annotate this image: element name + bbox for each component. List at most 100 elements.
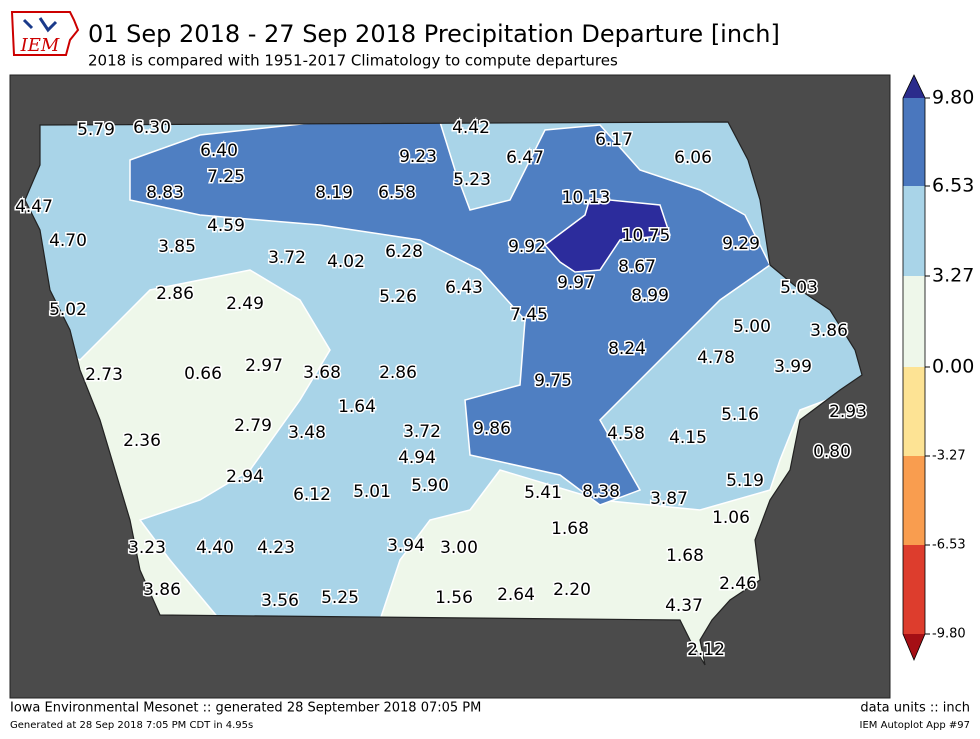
station-value: 8.83 — [146, 183, 184, 203]
station-value: 1.64 — [338, 397, 376, 417]
station-value: 2.46 — [719, 574, 757, 594]
station-value: 8.99 — [631, 286, 669, 306]
logo-text: IEM — [20, 35, 60, 56]
station-value: 5.25 — [321, 588, 359, 608]
station-value: 8.24 — [608, 339, 646, 359]
station-value: 9.29 — [722, 234, 760, 254]
station-value: 8.67 — [618, 257, 656, 277]
station-value: 8.38 — [582, 482, 620, 502]
station-value: 3.72 — [403, 422, 441, 442]
station-value: 8.19 — [315, 183, 353, 203]
station-value: 2.36 — [123, 431, 161, 451]
station-value: 2.86 — [156, 284, 194, 304]
station-value: 3.85 — [158, 237, 196, 257]
station-value: 2.79 — [234, 416, 272, 436]
station-value: 6.30 — [133, 118, 171, 138]
station-value: 9.86 — [473, 419, 511, 439]
station-value: 2.73 — [85, 365, 123, 385]
station-value: 6.17 — [595, 130, 633, 150]
station-value: 5.23 — [453, 170, 491, 190]
station-value: 3.99 — [774, 357, 812, 377]
station-value: 5.02 — [49, 300, 87, 320]
footer-right-small: IEM Autoplot App #97 — [860, 720, 970, 731]
station-value: 10.75 — [622, 226, 671, 246]
station-value: 5.01 — [353, 482, 391, 502]
station-value: 9.92 — [508, 237, 546, 257]
zone-dark — [543, 197, 672, 273]
station-value: 3.23 — [128, 538, 166, 558]
station-value: 6.40 — [200, 141, 238, 161]
colorbar-label: 3.27 — [932, 265, 974, 287]
station-value: 7.25 — [207, 167, 245, 187]
colorbar: 9.80 6.53 3.27 0.00 -3.27 -6.53 -9.80 — [902, 74, 974, 662]
station-value: 3.68 — [303, 363, 341, 383]
station-value: 2.64 — [497, 585, 535, 605]
footer-left-small: Generated at 28 Sep 2018 7:05 PM CDT in … — [10, 720, 253, 731]
station-value: 4.47 — [15, 197, 53, 217]
station-value: 6.43 — [445, 278, 483, 298]
station-value: 4.23 — [257, 538, 295, 558]
station-value: 3.56 — [261, 591, 299, 611]
station-value: 3.86 — [810, 321, 848, 341]
station-value: 10.13 — [562, 188, 611, 208]
station-value: 4.94 — [398, 448, 436, 468]
station-value: 3.48 — [288, 423, 326, 443]
station-value: 3.86 — [143, 580, 181, 600]
station-labels: 5.79 6.30 4.42 6.17 6.40 9.23 6.47 6.06 7.25 5.23… — [14, 117, 869, 662]
station-value: 5.19 — [726, 471, 764, 491]
subtitle: 2018 is compared with 1951-2017 Climatol… — [88, 52, 618, 70]
station-value: 2.93 — [829, 402, 867, 422]
station-value: 5.26 — [379, 287, 417, 307]
station-value: 5.41 — [524, 483, 562, 503]
station-value: 5.00 — [733, 317, 771, 337]
station-value: 2.49 — [226, 294, 264, 314]
station-value: 4.59 — [207, 216, 245, 236]
station-value: 4.42 — [452, 118, 490, 138]
station-value: 7.45 — [510, 305, 548, 325]
station-value: 6.06 — [674, 148, 712, 168]
station-value: 9.97 — [557, 273, 595, 293]
station-value: 0.80 — [813, 442, 851, 462]
station-value: 3.72 — [268, 248, 306, 268]
station-value: 3.00 — [440, 538, 478, 558]
station-value: 9.75 — [534, 371, 572, 391]
station-value: 2.86 — [379, 363, 417, 383]
station-value: 5.16 — [721, 405, 759, 425]
station-value: 6.58 — [378, 183, 416, 203]
colorbar-label: 0.00 — [932, 356, 974, 378]
station-value: 1.06 — [712, 508, 750, 528]
station-value: 3.94 — [387, 536, 425, 556]
station-value: 5.79 — [77, 120, 115, 140]
station-value: 1.68 — [666, 546, 704, 566]
title: 01 Sep 2018 - 27 Sep 2018 Precipitation … — [88, 20, 780, 48]
station-value: 2.12 — [687, 640, 725, 660]
map: 5.79 6.30 4.42 6.17 6.40 9.23 6.47 6.06 7.25 5.23… — [9, 74, 891, 699]
station-value: 5.03 — [780, 278, 818, 298]
station-value: 4.15 — [669, 428, 707, 448]
station-value: 2.94 — [226, 467, 264, 487]
logo: IEM — [10, 11, 80, 56]
station-value: 6.12 — [293, 485, 331, 505]
station-value: 4.40 — [196, 538, 234, 558]
station-value: 2.97 — [245, 356, 283, 376]
station-value: 4.58 — [607, 424, 645, 444]
station-value: 0.66 — [184, 364, 222, 384]
colorbar-label: -6.53 — [932, 538, 966, 553]
station-value: 9.23 — [399, 147, 437, 167]
footer-left: Iowa Environmental Mesonet :: generated … — [10, 701, 481, 716]
station-value: 4.78 — [697, 348, 735, 368]
station-value: 5.90 — [411, 476, 449, 496]
colorbar-label: -9.80 — [932, 627, 966, 642]
station-value: 1.56 — [435, 588, 473, 608]
colorbar-label: 6.53 — [932, 175, 974, 197]
footer-right: data units :: inch — [860, 701, 970, 716]
colorbar-label: 9.80 — [932, 87, 974, 109]
station-value: 4.37 — [665, 596, 703, 616]
colorbar-label: -3.27 — [932, 449, 966, 464]
station-value: 6.28 — [385, 242, 423, 262]
station-value: 6.47 — [506, 148, 544, 168]
station-value: 2.20 — [553, 580, 591, 600]
station-value: 4.02 — [327, 252, 365, 272]
station-value: 4.70 — [49, 231, 87, 251]
